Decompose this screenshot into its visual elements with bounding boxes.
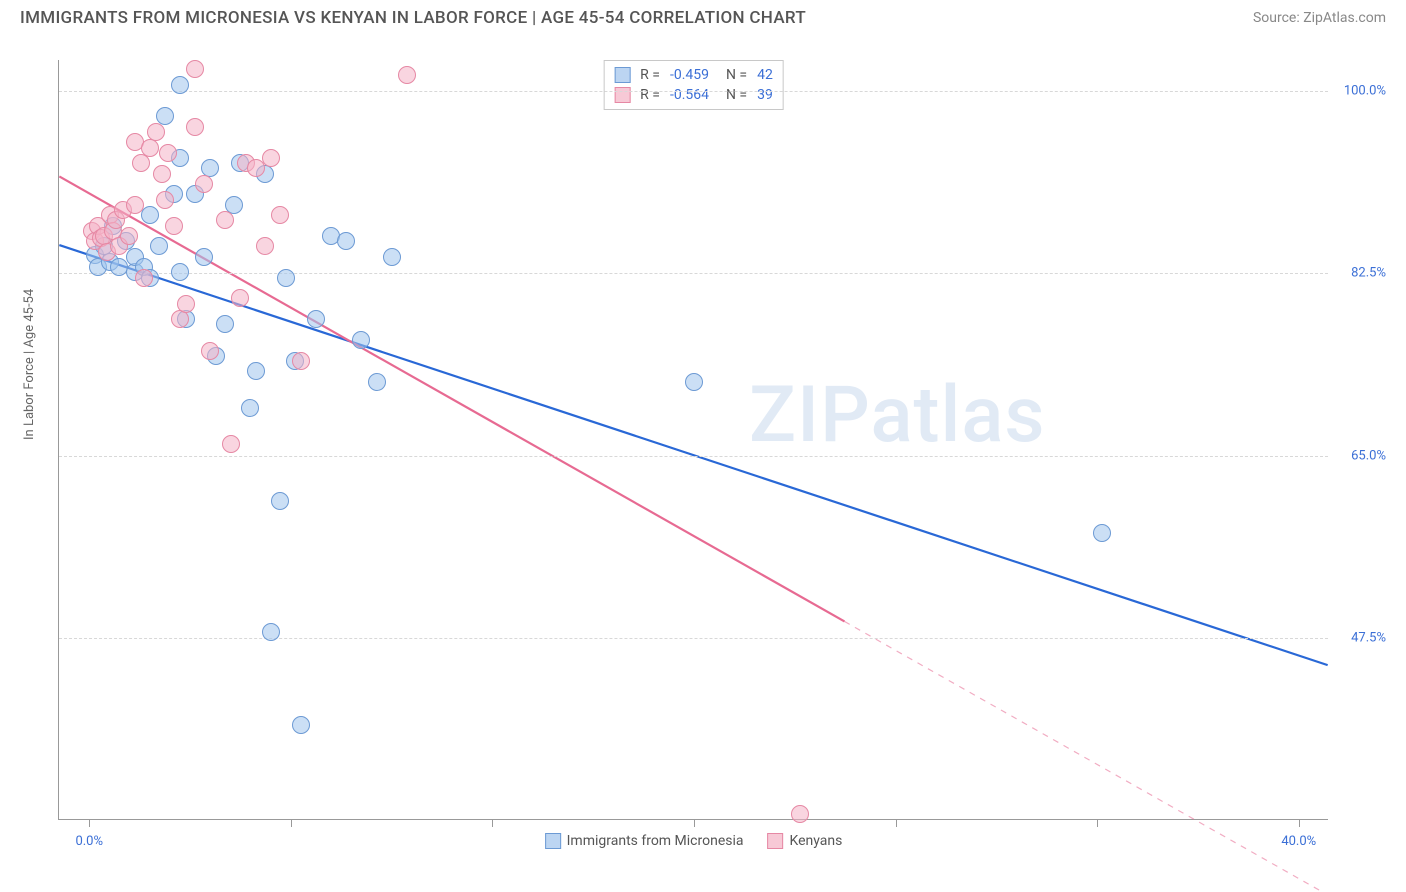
swatch-kenyans [768,833,784,849]
scatter-point [256,237,274,255]
legend-item-micronesia: Immigrants from Micronesia [545,833,744,849]
gridline-h [59,638,1328,639]
scatter-point [231,289,249,307]
scatter-point [791,805,809,823]
n-value-kenyans: 39 [757,87,773,103]
scatter-point [141,139,159,157]
y-axis-title: In Labor Force | Age 45-54 [22,289,37,440]
r-label: R = [640,87,660,103]
scatter-point [292,716,310,734]
legend-row-micronesia: R = -0.459 N = 42 [614,65,773,85]
scatter-point [222,435,240,453]
scatter-point [216,211,234,229]
swatch-micronesia [614,67,630,83]
y-tick-label: 82.5% [1336,266,1386,281]
n-value-micronesia: 42 [757,67,773,83]
scatter-point [156,191,174,209]
scatter-point [307,310,325,328]
r-value-micronesia: -0.459 [670,67,709,83]
scatter-point [277,269,295,287]
scatter-point [177,295,195,313]
y-tick-label: 47.5% [1336,630,1386,645]
scatter-point [120,227,138,245]
chart-title: IMMIGRANTS FROM MICRONESIA VS KENYAN IN … [20,8,806,28]
scatter-point [159,144,177,162]
y-tick-label: 65.0% [1336,448,1386,463]
x-tick-label: 0.0% [75,834,103,849]
scatter-point [201,342,219,360]
r-value-kenyans: -0.564 [670,87,709,103]
scatter-point [685,373,703,391]
gridline-h [59,456,1328,457]
scatter-point [171,76,189,94]
x-tick [694,819,695,827]
scatter-point [398,66,416,84]
scatter-point [262,149,280,167]
scatter-point [153,165,171,183]
scatter-point [171,263,189,281]
legend-label-kenyans: Kenyans [790,833,843,849]
legend-correlation-box: R = -0.459 N = 42 R = -0.564 N = 39 [603,60,784,110]
scatter-point [147,123,165,141]
scatter-point [132,154,150,172]
scatter-point [262,623,280,641]
scatter-point [126,196,144,214]
scatter-point [337,232,355,250]
chart-plot-area: ZIPatlas R = -0.459 N = 42 R = -0.564 N … [58,60,1328,820]
regression-line-extrapolated [844,621,1327,892]
x-tick [896,819,897,827]
watermark: ZIPatlas [749,370,1046,461]
legend-label-micronesia: Immigrants from Micronesia [567,833,744,849]
scatter-point [141,206,159,224]
scatter-point [1093,524,1111,542]
gridline-h [59,91,1328,92]
scatter-point [150,237,168,255]
x-tick-label: 40.0% [1281,834,1316,849]
scatter-point [368,373,386,391]
n-label: N = [719,67,747,83]
scatter-point [165,217,183,235]
legend-item-kenyans: Kenyans [768,833,843,849]
source-label: Source: ZipAtlas.com [1253,10,1386,26]
x-tick [291,819,292,827]
n-label: N = [719,87,747,103]
legend-row-kenyans: R = -0.564 N = 39 [614,85,773,105]
scatter-point [216,315,234,333]
scatter-point [195,175,213,193]
scatter-point [271,206,289,224]
x-tick [89,819,90,827]
regression-line [59,176,844,621]
swatch-kenyans [614,87,630,103]
scatter-point [383,248,401,266]
gridline-h [59,273,1328,274]
scatter-point [241,399,259,417]
scatter-point [171,310,189,328]
scatter-point [271,492,289,510]
r-label: R = [640,67,660,83]
scatter-point [292,352,310,370]
scatter-point [195,248,213,266]
scatter-point [186,118,204,136]
legend-series: Immigrants from Micronesia Kenyans [545,833,843,849]
y-tick-label: 100.0% [1336,84,1386,99]
scatter-point [186,60,204,78]
scatter-point [247,362,265,380]
scatter-point [352,331,370,349]
scatter-point [135,269,153,287]
x-tick [1299,819,1300,827]
x-tick [1097,819,1098,827]
x-tick [492,819,493,827]
swatch-micronesia [545,833,561,849]
